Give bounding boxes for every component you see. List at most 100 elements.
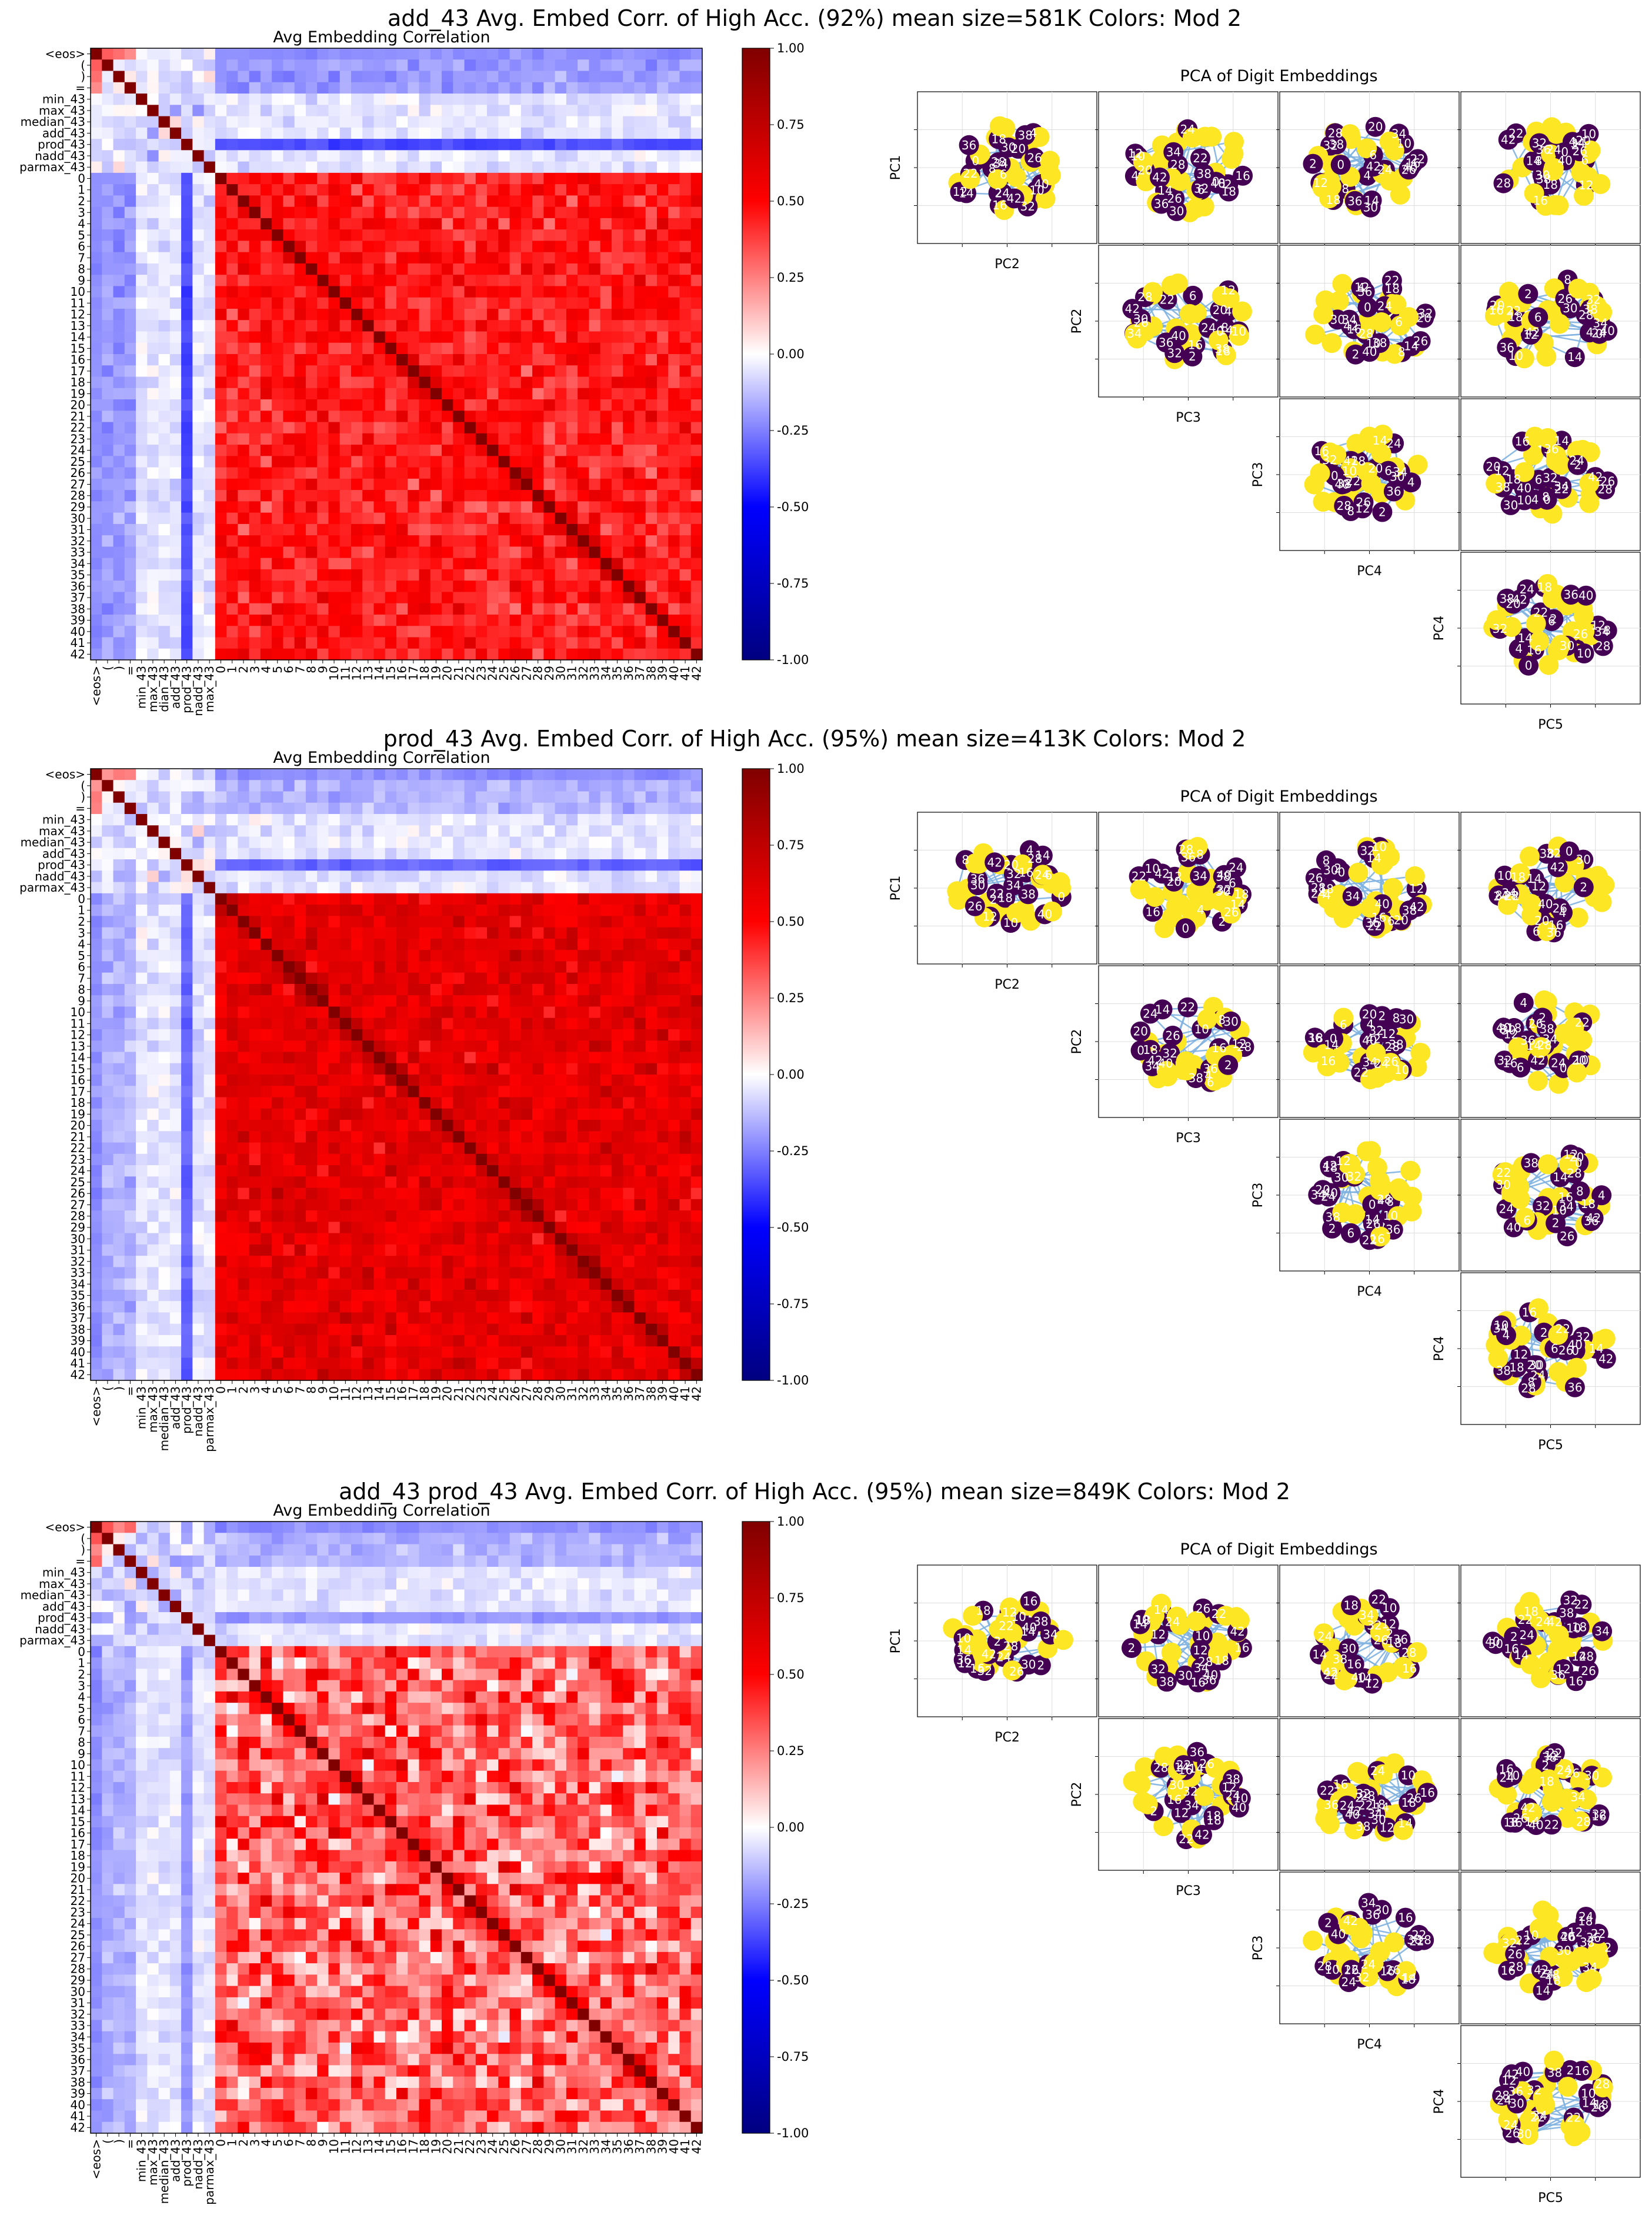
- heatmap-cell: [408, 172, 420, 185]
- heatmap-cell: [532, 206, 544, 219]
- heatmap-cell: [351, 82, 363, 94]
- heatmap-cell: [124, 342, 136, 355]
- heatmap-cell: [419, 59, 431, 72]
- heatmap-cell: [555, 546, 567, 559]
- heatmap-cell: [203, 490, 216, 502]
- heatmap-cell: [192, 614, 205, 626]
- heatmap-cell: [520, 172, 533, 185]
- heatmap-cell: [532, 161, 544, 174]
- heatmap-cell: [600, 71, 612, 83]
- heatmap-cell: [260, 184, 272, 196]
- heatmap-cell: [362, 882, 375, 894]
- heatmap-cell: [690, 229, 703, 242]
- heatmap-cell: [419, 445, 431, 456]
- pca-point-label: 28: [1496, 176, 1511, 191]
- heatmap-cell: [91, 780, 102, 792]
- pca-point-label: 42: [1343, 319, 1358, 333]
- heatmap-cell: [656, 780, 669, 792]
- colorbar-tick-label: -0.25: [777, 423, 809, 438]
- heatmap-cell: [249, 116, 261, 128]
- heatmap-cell: [442, 478, 453, 491]
- heatmap-cell: [238, 490, 250, 502]
- heatmap-cell: [249, 836, 261, 849]
- heatmap-cell: [192, 297, 205, 309]
- heatmap-cell: [634, 814, 646, 826]
- heatmap-cell: [656, 275, 669, 287]
- heatmap-cell: [566, 331, 578, 343]
- heatmap-cell: [600, 82, 612, 94]
- heatmap-cell: [136, 825, 148, 838]
- heatmap-cell: [600, 48, 612, 60]
- heatmap-cell: [532, 780, 544, 792]
- heatmap-cell: [498, 637, 510, 649]
- heatmap-cell: [169, 48, 182, 60]
- heatmap-cell: [690, 825, 703, 838]
- heatmap-cell: [283, 467, 295, 479]
- heatmap-cell: [487, 184, 499, 196]
- heatmap-cell: [351, 71, 363, 83]
- pca-point-label: 34: [1554, 479, 1568, 493]
- heatmap-cell: [113, 399, 125, 411]
- heatmap-cell: [328, 523, 341, 536]
- heatmap-cell: [385, 535, 397, 548]
- heatmap-cell: [611, 388, 623, 400]
- heatmap-cell: [136, 172, 148, 185]
- heatmap-cell: [238, 105, 250, 117]
- heatmap-cell: [566, 241, 578, 253]
- heatmap-cell: [272, 859, 284, 871]
- heatmap-cell: [645, 433, 658, 445]
- heatmap-cell: [634, 127, 646, 139]
- heatmap-cell: [385, 592, 397, 604]
- heatmap-cell: [136, 467, 148, 479]
- heatmap-cell: [305, 825, 318, 838]
- heatmap-cell: [91, 535, 102, 548]
- heatmap-cell: [419, 411, 431, 423]
- heatmap-cell: [498, 331, 510, 343]
- heatmap-cell: [317, 445, 329, 456]
- heatmap-cell: [136, 297, 148, 309]
- heatmap-cell: [668, 614, 680, 626]
- heatmap-cell: [283, 614, 295, 626]
- heatmap-cell: [419, 614, 431, 626]
- heatmap-cell: [385, 354, 397, 366]
- heatmap-cell: [362, 814, 375, 826]
- heatmap-cell: [328, 376, 341, 389]
- heatmap-cell: [656, 411, 669, 423]
- heatmap-cell: [566, 603, 578, 615]
- heatmap-cell: [249, 825, 261, 838]
- heatmap-cell: [442, 411, 453, 423]
- heatmap-cell: [487, 388, 499, 400]
- heatmap-cell: [578, 433, 590, 445]
- heatmap-cell: [623, 229, 635, 242]
- heatmap-cell: [566, 105, 578, 117]
- heatmap-cell: [543, 229, 556, 242]
- heatmap-cell: [181, 802, 193, 815]
- heatmap-cell: [509, 365, 522, 378]
- heatmap-cell: [679, 836, 692, 849]
- heatmap-cell: [623, 523, 635, 536]
- heatmap-cell: [385, 769, 397, 780]
- heatmap-cell: [656, 161, 669, 174]
- heatmap-cell: [113, 433, 125, 445]
- heatmap-cell: [147, 780, 159, 792]
- heatmap-cell: [339, 354, 352, 366]
- heatmap-cell: [509, 802, 522, 815]
- heatmap-cell: [192, 229, 205, 242]
- heatmap-cell: [158, 297, 171, 309]
- heatmap-cell: [690, 870, 703, 883]
- heatmap-cell: [362, 252, 375, 264]
- heatmap-cell: [305, 286, 318, 298]
- heatmap-cell: [578, 626, 590, 638]
- heatmap-cell: [419, 814, 431, 826]
- heatmap-cell: [589, 286, 601, 298]
- heatmap-cell: [566, 859, 578, 871]
- heatmap-cell: [634, 626, 646, 638]
- heatmap-cell: [668, 603, 680, 615]
- heatmap-cell: [203, 342, 216, 355]
- heatmap-cell: [430, 445, 442, 456]
- y-tick-label: 27: [71, 477, 85, 491]
- heatmap-cell: [430, 388, 442, 400]
- heatmap-cell: [294, 331, 306, 343]
- heatmap-cell: [203, 535, 216, 548]
- heatmap-cell: [532, 791, 544, 803]
